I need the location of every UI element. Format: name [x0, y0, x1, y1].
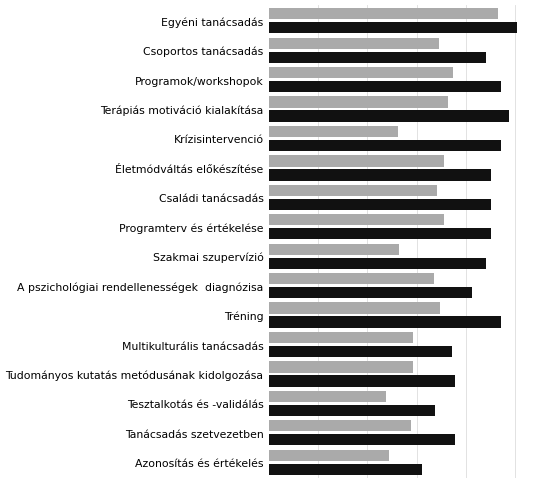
Bar: [269, 127, 398, 138]
Bar: [269, 287, 471, 299]
Bar: [269, 317, 501, 328]
Bar: [269, 111, 509, 122]
Bar: [269, 39, 438, 50]
Bar: [269, 185, 437, 197]
Bar: [269, 68, 454, 79]
Bar: [269, 9, 497, 20]
Bar: [269, 82, 501, 93]
Bar: [269, 156, 443, 167]
Bar: [269, 244, 399, 255]
Bar: [269, 450, 389, 461]
Bar: [269, 420, 410, 432]
Bar: [269, 52, 487, 64]
Bar: [269, 332, 413, 344]
Bar: [269, 23, 517, 34]
Bar: [269, 229, 491, 240]
Bar: [269, 376, 455, 387]
Bar: [269, 215, 443, 226]
Bar: [269, 464, 422, 475]
Bar: [269, 362, 413, 373]
Bar: [269, 170, 491, 181]
Bar: [269, 140, 501, 152]
Bar: [269, 97, 448, 108]
Bar: [269, 303, 440, 314]
Bar: [269, 405, 435, 416]
Bar: [269, 346, 452, 357]
Bar: [269, 434, 455, 445]
Bar: [269, 199, 491, 211]
Bar: [269, 391, 386, 402]
Bar: [269, 258, 487, 269]
Bar: [269, 273, 434, 285]
